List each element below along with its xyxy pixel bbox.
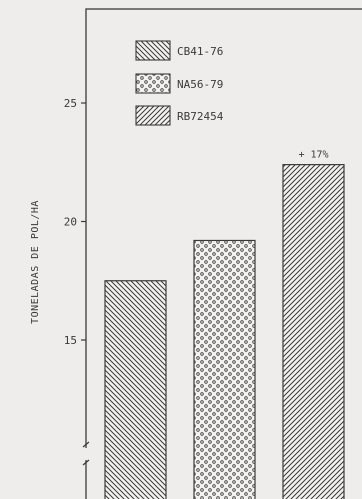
legend-swatch-rb72454: [136, 106, 170, 125]
y-tick-label-15: 15: [64, 334, 77, 347]
y-axis-ticks: 15 20 25: [64, 97, 86, 347]
bar-na56-79: [194, 240, 255, 499]
legend-label-cb41-76: CB41-76: [177, 45, 223, 58]
bars: [105, 165, 344, 499]
annotations: + 17%: [298, 150, 328, 161]
y-tick-label-25: 25: [64, 97, 77, 110]
y-tick-label-20: 20: [64, 216, 77, 229]
annotation-rb72454: + 17%: [298, 150, 328, 161]
legend-label-rb72454: RB72454: [177, 110, 224, 123]
legend-swatch-cb41-76: [136, 41, 170, 60]
y-axis-label: TONELADAS DE POL/HA: [30, 200, 41, 324]
bar-cb41-76: [105, 281, 166, 499]
legend-swatch-na56-79: [136, 74, 170, 93]
bar-rb72454: [283, 165, 344, 499]
legend: CB41-76 NA56-79 RB72454: [136, 41, 224, 125]
legend-label-na56-79: NA56-79: [177, 78, 223, 91]
